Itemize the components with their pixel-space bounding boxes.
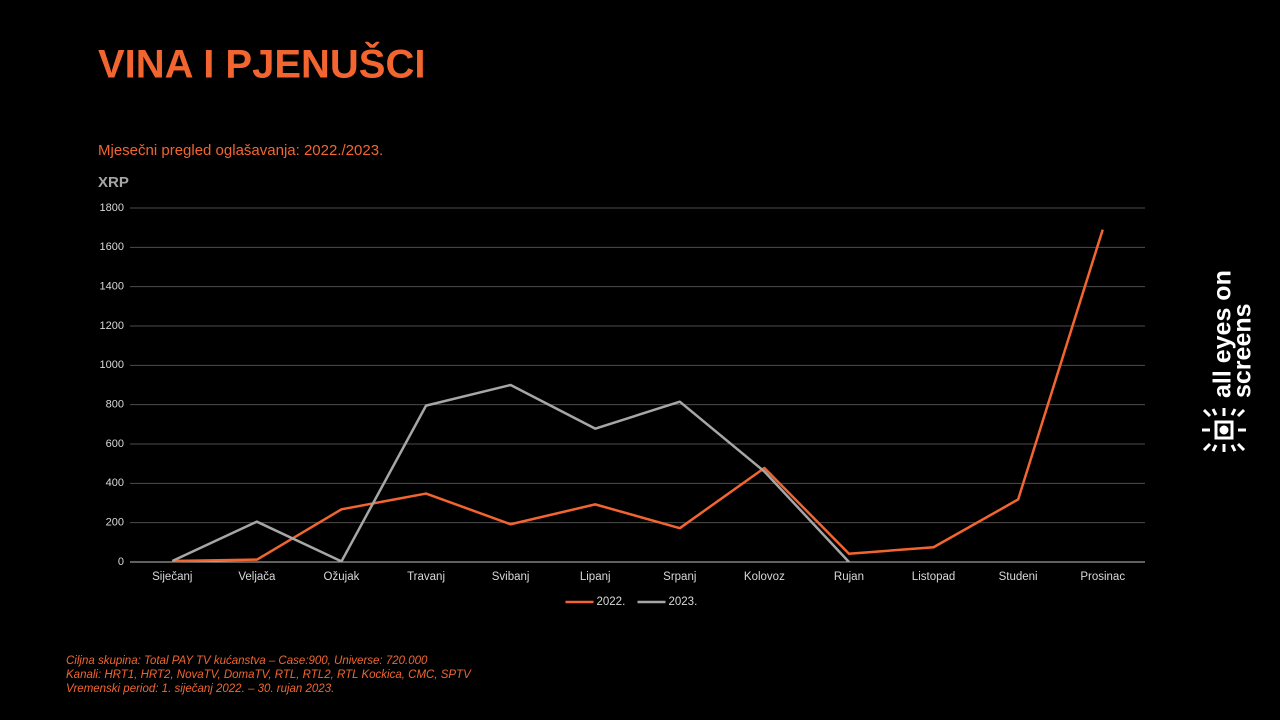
y-tick-label: 800 bbox=[106, 399, 124, 411]
x-tick-label: Veljača bbox=[238, 571, 276, 583]
footnote: Ciljna skupina: Total PAY TV kućanstva –… bbox=[66, 655, 428, 667]
x-tick-label: Travanj bbox=[407, 571, 445, 583]
x-tick-label: Siječanj bbox=[152, 571, 192, 583]
y-tick-label: 200 bbox=[106, 517, 124, 529]
y-tick-label: 1600 bbox=[100, 241, 124, 253]
x-tick-label: Listopad bbox=[912, 571, 955, 583]
y-tick-label: 600 bbox=[106, 438, 124, 450]
y-axis-label: XRP bbox=[98, 174, 129, 191]
x-tick-label: Prosinac bbox=[1080, 571, 1125, 583]
y-tick-label: 1200 bbox=[100, 320, 124, 332]
footnote: Vremenski period: 1. siječanj 2022. – 30… bbox=[66, 683, 334, 695]
legend-label: 2022. bbox=[597, 596, 626, 608]
chart-title: VINA I PJENUŠCI bbox=[98, 41, 425, 87]
logo-text: screens bbox=[1229, 303, 1257, 398]
logo-icon bbox=[1202, 408, 1246, 452]
y-tick-label: 1000 bbox=[100, 359, 124, 371]
chart-subtitle: Mjesečni pregled oglašavanja: 2022./2023… bbox=[98, 142, 383, 159]
x-tick-label: Kolovoz bbox=[744, 571, 785, 583]
footnote: Kanali: HRT1, HRT2, NovaTV, DomaTV, RTL,… bbox=[66, 669, 472, 681]
x-tick-label: Studeni bbox=[999, 571, 1038, 583]
x-tick-label: Srpanj bbox=[663, 571, 696, 583]
y-tick-label: 0 bbox=[118, 556, 124, 568]
legend-label: 2023. bbox=[669, 596, 698, 608]
y-tick-label: 1400 bbox=[100, 281, 124, 293]
x-tick-label: Svibanj bbox=[492, 571, 530, 583]
line-series bbox=[172, 229, 1104, 563]
x-tick-label: Lipanj bbox=[580, 571, 611, 583]
y-tick-label: 1800 bbox=[100, 202, 124, 214]
logo: all eyes on screens bbox=[1209, 270, 1257, 398]
line-series bbox=[171, 383, 850, 563]
x-tick-label: Ožujak bbox=[324, 571, 360, 583]
x-tick-label: Rujan bbox=[834, 571, 864, 583]
logo-text: all eyes on bbox=[1209, 270, 1237, 398]
y-tick-label: 400 bbox=[106, 477, 124, 489]
